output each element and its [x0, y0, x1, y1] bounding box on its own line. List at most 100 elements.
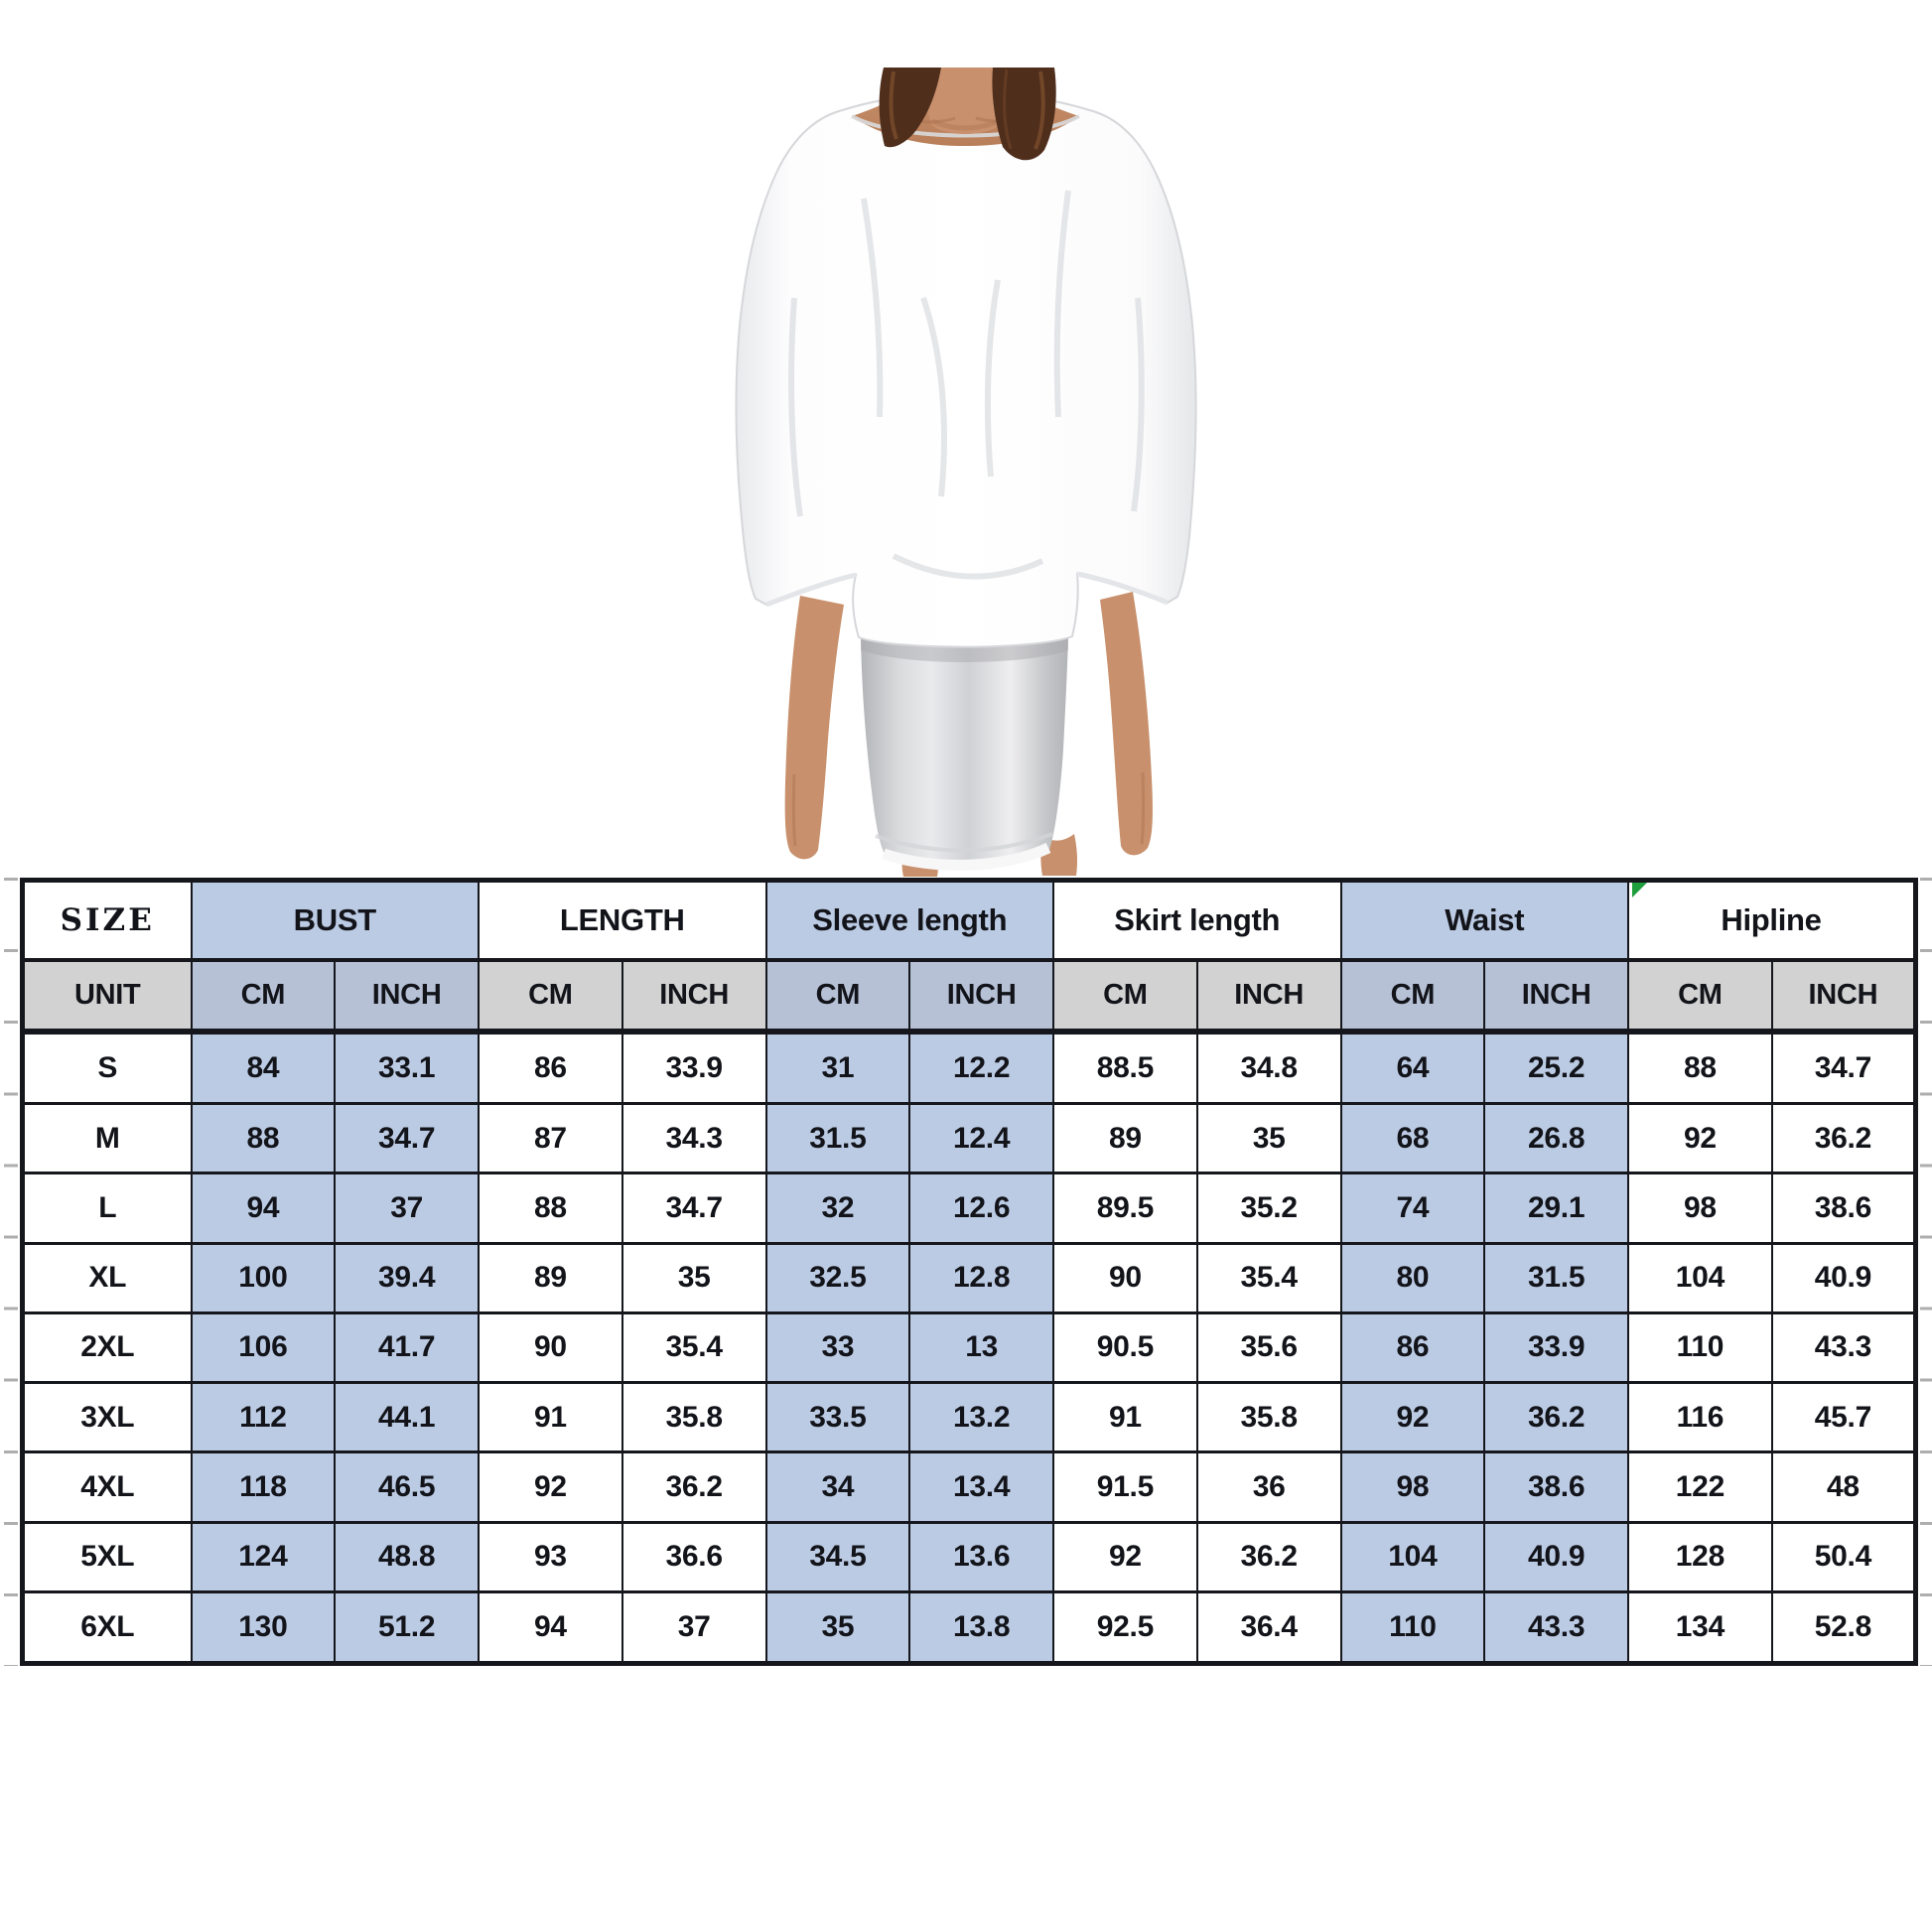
value-cell: 35.8: [1195, 1381, 1342, 1454]
value-cell: 92: [1052, 1520, 1198, 1593]
unit-cm: CM: [478, 958, 623, 1035]
value-cell: 12.4: [908, 1102, 1054, 1175]
value-cell: 130: [190, 1589, 337, 1666]
value-cell: 100: [190, 1241, 337, 1314]
value-cell: 93: [478, 1520, 623, 1593]
value-cell: 37: [334, 1172, 480, 1245]
value-cell: 13.2: [908, 1381, 1054, 1454]
value-cell: 35: [621, 1241, 767, 1314]
value-cell: 33.9: [1483, 1311, 1629, 1385]
size-cell: M: [21, 1102, 193, 1175]
value-cell: 110: [1627, 1311, 1773, 1385]
value-cell: 40.9: [1483, 1520, 1629, 1593]
group-header-row: SIZE BUST LENGTH Sleeve length Skirt len…: [21, 879, 1917, 962]
value-cell: 32: [764, 1172, 911, 1245]
value-cell: 92: [1339, 1381, 1486, 1454]
value-cell: 74: [1339, 1172, 1486, 1245]
size-corner-label: SIZE: [21, 879, 193, 962]
value-cell: 38.6: [1770, 1172, 1917, 1245]
value-cell: 92: [478, 1450, 623, 1524]
value-cell: 33.9: [621, 1029, 767, 1106]
value-cell: 34.5: [764, 1520, 911, 1593]
unit-inch: INCH: [1195, 958, 1342, 1035]
size-cell: 5XL: [21, 1520, 193, 1593]
value-cell: 34.8: [1195, 1029, 1342, 1106]
value-cell: 91.5: [1052, 1450, 1198, 1524]
value-cell: 36.4: [1195, 1589, 1342, 1666]
value-cell: 92.5: [1052, 1589, 1198, 1666]
value-cell: 128: [1627, 1520, 1773, 1593]
value-cell: 36.2: [1483, 1381, 1629, 1454]
value-cell: 91: [478, 1381, 623, 1454]
unit-cm: CM: [764, 958, 911, 1035]
value-cell: 90: [1052, 1241, 1198, 1314]
value-cell: 45.7: [1770, 1381, 1917, 1454]
value-cell: 34.3: [621, 1102, 767, 1175]
value-cell: 31: [764, 1029, 911, 1106]
value-cell: 90: [478, 1311, 623, 1385]
value-cell: 36.2: [621, 1450, 767, 1524]
row-tick-marks-right: [1920, 878, 1932, 1666]
value-cell: 36.6: [621, 1520, 767, 1593]
value-cell: 116: [1627, 1381, 1773, 1454]
value-cell: 106: [190, 1311, 337, 1385]
size-cell: L: [21, 1172, 193, 1245]
value-cell: 104: [1627, 1241, 1773, 1314]
table-row: 3XL 112 44.1 91 35.8 33.5 13.2 91 35.8 9…: [21, 1381, 1917, 1454]
value-cell: 35: [1195, 1102, 1342, 1175]
value-cell: 37: [621, 1589, 767, 1666]
value-cell: 34.7: [1770, 1029, 1917, 1106]
size-chart-table: SIZE BUST LENGTH Sleeve length Skirt len…: [20, 878, 1918, 1666]
size-table-body: S 84 33.1 86 33.9 31 12.2 88.5 34.8 64 2…: [21, 1029, 1917, 1666]
product-model-photo: [0, 0, 1932, 884]
size-chart-table-wrap: SIZE BUST LENGTH Sleeve length Skirt len…: [4, 878, 1932, 1666]
size-cell: 2XL: [21, 1311, 193, 1385]
value-cell: 122: [1627, 1450, 1773, 1524]
table-row: S 84 33.1 86 33.9 31 12.2 88.5 34.8 64 2…: [21, 1029, 1917, 1106]
value-cell: 32.5: [764, 1241, 911, 1314]
table-row: 6XL 130 51.2 94 37 35 13.8 92.5 36.4 110…: [21, 1589, 1917, 1666]
value-cell: 92: [1627, 1102, 1773, 1175]
value-cell: 88: [1627, 1029, 1773, 1106]
value-cell: 44.1: [334, 1381, 480, 1454]
value-cell: 34: [764, 1450, 911, 1524]
value-cell: 86: [478, 1029, 623, 1106]
value-cell: 33.5: [764, 1381, 911, 1454]
value-cell: 110: [1339, 1589, 1486, 1666]
value-cell: 35.6: [1195, 1311, 1342, 1385]
size-cell: S: [21, 1029, 193, 1106]
value-cell: 43.3: [1483, 1589, 1629, 1666]
value-cell: 25.2: [1483, 1029, 1629, 1106]
table-row: 5XL 124 48.8 93 36.6 34.5 13.6 92 36.2 1…: [21, 1520, 1917, 1593]
group-header-waist: Waist: [1339, 879, 1629, 962]
value-cell: 35.4: [621, 1311, 767, 1385]
model-arms: [784, 592, 1153, 860]
group-header-length: LENGTH: [478, 879, 767, 962]
value-cell: 13.6: [908, 1520, 1054, 1593]
value-cell: 52.8: [1770, 1589, 1917, 1666]
value-cell: 94: [478, 1589, 623, 1666]
value-cell: 12.6: [908, 1172, 1054, 1245]
value-cell: 33: [764, 1311, 911, 1385]
value-cell: 39.4: [334, 1241, 480, 1314]
value-cell: 124: [190, 1520, 337, 1593]
value-cell: 80: [1339, 1241, 1486, 1314]
value-cell: 38.6: [1483, 1450, 1629, 1524]
value-cell: 94: [190, 1172, 337, 1245]
size-cell: XL: [21, 1241, 193, 1314]
value-cell: 12.2: [908, 1029, 1054, 1106]
value-cell: 36.2: [1770, 1102, 1917, 1175]
value-cell: 34.7: [334, 1102, 480, 1175]
value-cell: 36.2: [1195, 1520, 1342, 1593]
size-cell: 6XL: [21, 1589, 193, 1666]
table-row: 2XL 106 41.7 90 35.4 33 13 90.5 35.6 86 …: [21, 1311, 1917, 1385]
value-cell: 41.7: [334, 1311, 480, 1385]
group-header-bust: BUST: [190, 879, 480, 962]
model-skirt: [861, 636, 1068, 871]
value-cell: 31.5: [764, 1102, 911, 1175]
unit-cm: CM: [190, 958, 337, 1035]
value-cell: 29.1: [1483, 1172, 1629, 1245]
unit-cm: CM: [1339, 958, 1486, 1035]
value-cell: 35.2: [1195, 1172, 1342, 1245]
value-cell: 118: [190, 1450, 337, 1524]
